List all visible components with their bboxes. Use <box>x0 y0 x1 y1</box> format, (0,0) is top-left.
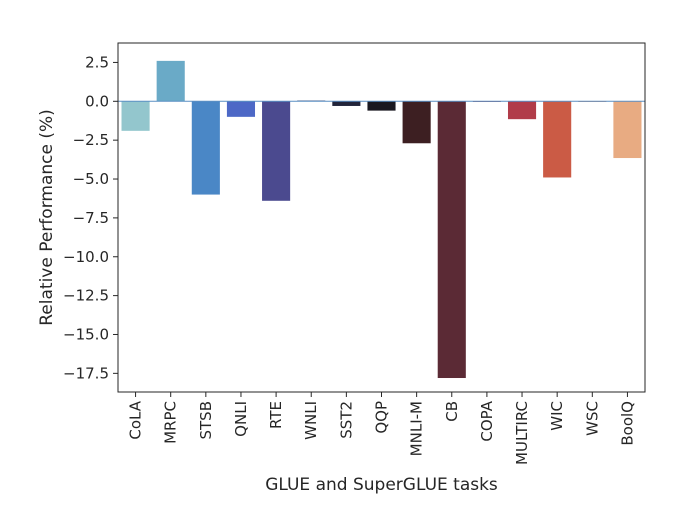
bars-group <box>121 60 642 379</box>
x-axis-title: GLUE and SuperGLUE tasks <box>265 475 498 495</box>
bar-qnli <box>226 101 256 117</box>
bar-sst2 <box>332 101 361 106</box>
y-tick-label: −12.5 <box>63 287 109 305</box>
x-tick-label: MNLI-M <box>408 401 426 456</box>
x-tick-label: QNLI <box>232 401 250 437</box>
bar-boolq <box>613 101 642 159</box>
y-tick-label: −5.0 <box>73 170 109 188</box>
bar-mnli-m <box>402 101 431 144</box>
y-tick-label: −7.5 <box>73 209 109 227</box>
x-tick-label: SST2 <box>337 401 355 439</box>
y-tick-label: −15.0 <box>63 325 109 343</box>
x-tick-label: MRPC <box>162 401 180 444</box>
y-tick-label: 2.5 <box>85 53 109 71</box>
x-tick-label: WIC <box>548 401 566 431</box>
x-tick-label: QQP <box>373 401 391 434</box>
y-tick-label: −10.0 <box>63 248 109 266</box>
x-tick-label: WSC <box>583 401 601 436</box>
y-axis-title: Relative Performance (%) <box>37 109 57 326</box>
x-tick-label: STSB <box>197 401 215 440</box>
bar-wic <box>543 101 572 178</box>
bar-qqp <box>367 101 396 111</box>
bar-cola <box>121 101 150 131</box>
y-tick-label: 0.0 <box>85 92 109 110</box>
y-axis-ticks: 2.5 0.0 −2.5 −5.0 −7.5 −10.0 −12.5 −15.0 −17.5 <box>63 53 118 382</box>
bar-cb <box>437 101 466 379</box>
x-tick-label: MULTIRC <box>513 401 531 465</box>
x-tick-label: RTE <box>267 401 285 429</box>
x-axis-ticks: CoLA MRPC STSB QNLI RTE WNLI SST2 QQP MNLI-M CB CO… <box>127 392 636 465</box>
bar-rte <box>262 101 291 201</box>
y-tick-label: −2.5 <box>73 131 109 149</box>
x-tick-label: WNLI <box>302 401 320 440</box>
bar-multirc <box>507 101 537 120</box>
x-tick-label: BoolQ <box>618 401 636 446</box>
y-tick-label: −17.5 <box>63 364 109 382</box>
plot-area <box>118 43 645 392</box>
x-tick-label: CoLA <box>127 400 145 439</box>
bar-stsb <box>191 101 220 195</box>
bar-mrpc <box>156 60 185 102</box>
x-tick-label: CB <box>443 401 461 422</box>
x-tick-label: COPA <box>478 400 496 441</box>
